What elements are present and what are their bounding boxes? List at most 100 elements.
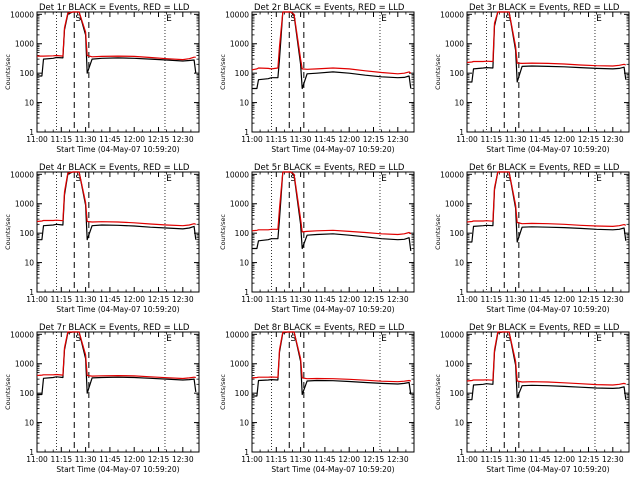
y-tick-label: 100	[235, 229, 250, 238]
y-axis-title: Counts/sec	[4, 54, 12, 90]
x-tick-label: 11:30	[75, 455, 97, 464]
panel-title: Det 5r BLACK = Events, RED = LLD	[254, 163, 405, 173]
y-tick-label: 10000	[440, 330, 464, 339]
x-tick-label: 11:00	[241, 455, 263, 464]
x-axis-title: Start Time (04-May-07 10:59:20)	[56, 145, 179, 154]
plot-frame	[36, 11, 200, 133]
y-tick-label: 10	[24, 99, 34, 108]
x-tick-label: 11:45	[314, 135, 336, 144]
panel-title: Det 1r BLACK = Events, RED = LLD	[39, 3, 190, 13]
series-line-lld	[251, 171, 412, 236]
x-tick-label: 11:45	[529, 455, 551, 464]
y-tick-label: 1000	[15, 360, 34, 369]
x-axis-title: Start Time (04-May-07 10:59:20)	[56, 305, 179, 314]
y-tick-label: 1000	[445, 360, 464, 369]
marker-label-s: S	[505, 334, 511, 344]
y-tick-label: 10000	[440, 170, 464, 179]
y-tick-label: 10	[24, 259, 34, 268]
marker-label-e: E	[166, 174, 172, 184]
y-tick-label: 1	[29, 288, 34, 297]
x-tick-label: 11:45	[529, 135, 551, 144]
y-tick-label: 1000	[230, 200, 249, 209]
x-tick-label: 12:15	[578, 455, 600, 464]
x-tick-label: 12:00	[338, 295, 360, 304]
x-tick-label: 11:30	[505, 295, 527, 304]
marker-label-s: S	[290, 14, 296, 24]
y-tick-label: 1000	[15, 200, 34, 209]
y-tick-label: 10000	[225, 330, 249, 339]
y-tick-label: 1	[244, 128, 249, 137]
x-tick-label: 12:30	[172, 295, 194, 304]
x-tick-label: 12:15	[578, 135, 600, 144]
panel-4: Det 4r BLACK = Events, RED = LLD 1 10 100 10…	[4, 163, 200, 314]
x-tick-label: 11:15	[265, 295, 287, 304]
marker-label-e: E	[381, 334, 387, 344]
x-tick-label: 12:15	[578, 295, 600, 304]
panel-title: Det 3r BLACK = Events, RED = LLD	[469, 3, 620, 13]
y-axis-title: Counts/sec	[434, 374, 442, 410]
x-tick-label: 12:15	[148, 295, 170, 304]
x-tick-label: 11:30	[75, 135, 97, 144]
x-tick-label: 11:45	[314, 295, 336, 304]
x-tick-label: 11:45	[529, 295, 551, 304]
x-axis-title: Start Time (04-May-07 10:59:20)	[486, 305, 609, 314]
x-tick-label: 11:00	[241, 135, 263, 144]
x-tick-label: 12:30	[387, 135, 409, 144]
y-tick-label: 1000	[230, 360, 249, 369]
y-tick-label: 10000	[225, 10, 249, 19]
x-tick-label: 11:45	[99, 135, 121, 144]
x-tick-label: 12:30	[387, 455, 409, 464]
x-tick-label: 12:30	[602, 295, 624, 304]
series-line-events	[37, 331, 197, 396]
marker-label-e: E	[596, 334, 602, 344]
marker-label-s: S	[290, 174, 296, 184]
x-tick-label: 12:15	[363, 455, 385, 464]
x-tick-label: 12:30	[172, 135, 194, 144]
y-tick-label: 10000	[10, 330, 34, 339]
panel-7: Det 7r BLACK = Events, RED = LLD 1 10 100 10…	[4, 323, 200, 474]
plot-frame	[251, 331, 415, 453]
x-tick-label: 12:00	[338, 455, 360, 464]
x-tick-label: 11:00	[456, 455, 478, 464]
x-tick-label: 12:00	[123, 455, 145, 464]
y-tick-label: 10	[239, 259, 249, 268]
x-tick-label: 12:30	[172, 455, 194, 464]
panel-title: Det 8r BLACK = Events, RED = LLD	[254, 323, 405, 333]
x-tick-label: 11:45	[99, 455, 121, 464]
y-tick-label: 1000	[15, 40, 34, 49]
x-tick-label: 12:00	[553, 295, 575, 304]
series-line-lld	[251, 331, 411, 383]
panel-8: Det 8r BLACK = Events, RED = LLD 1 10 100 10…	[219, 323, 415, 474]
x-tick-label: 12:30	[387, 295, 409, 304]
series-line-events	[252, 11, 412, 90]
x-tick-label: 11:45	[99, 295, 121, 304]
y-tick-label: 1	[244, 288, 249, 297]
y-tick-label: 10000	[10, 10, 34, 19]
x-tick-label: 11:45	[314, 455, 336, 464]
x-tick-label: 12:00	[553, 135, 575, 144]
y-tick-label: 100	[450, 69, 465, 78]
plot-frame	[466, 171, 630, 293]
x-tick-label: 11:15	[265, 455, 287, 464]
y-tick-label: 100	[235, 69, 250, 78]
x-axis-title: Start Time (04-May-07 10:59:20)	[271, 465, 394, 474]
marker-label-e: E	[166, 334, 172, 344]
panel-title: Det 4r BLACK = Events, RED = LLD	[39, 163, 190, 173]
panel-1: Det 1r BLACK = Events, RED = LLD 1 10 100 10…	[4, 3, 200, 154]
series-line-lld	[36, 171, 196, 227]
x-tick-label: 12:00	[123, 295, 145, 304]
x-tick-label: 11:00	[26, 455, 48, 464]
marker-label-s: S	[75, 14, 81, 24]
y-tick-label: 100	[20, 69, 35, 78]
series-line-events	[467, 331, 627, 401]
marker-label-s: S	[290, 334, 296, 344]
x-tick-label: 12:15	[148, 135, 170, 144]
x-tick-label: 12:15	[148, 455, 170, 464]
panel-2: Det 2r BLACK = Events, RED = LLD 1 10 100 10…	[219, 3, 415, 154]
marker-label-e: E	[381, 174, 387, 184]
x-axis-title: Start Time (04-May-07 10:59:20)	[486, 465, 609, 474]
panel-title: Det 2r BLACK = Events, RED = LLD	[254, 3, 405, 13]
marker-label-e: E	[166, 14, 172, 24]
x-axis-title: Start Time (04-May-07 10:59:20)	[271, 305, 394, 314]
